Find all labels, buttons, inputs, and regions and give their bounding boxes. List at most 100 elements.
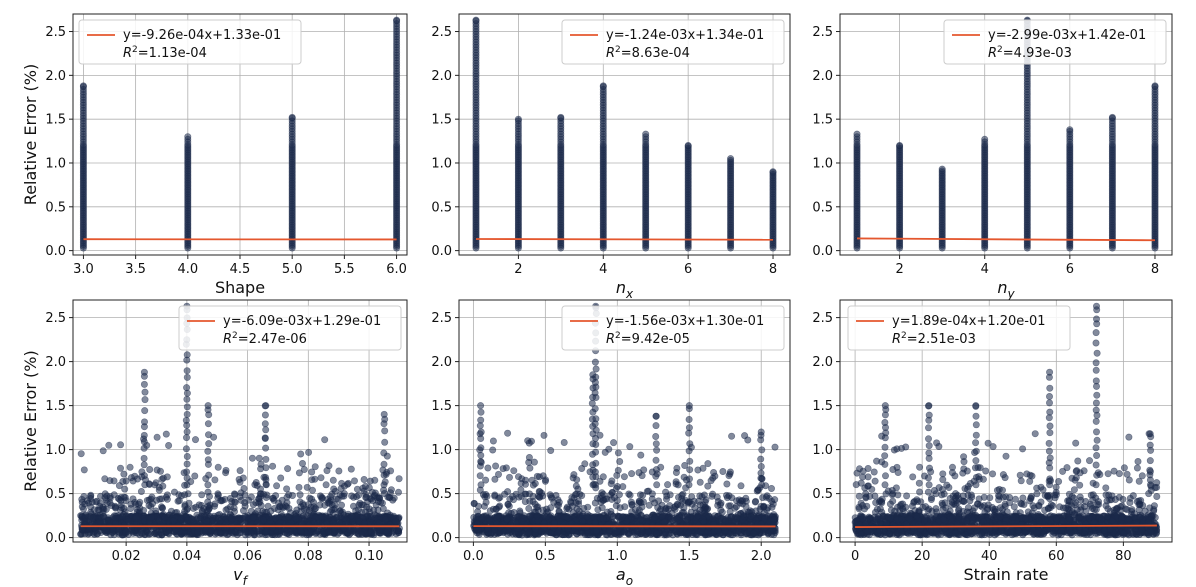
data-point [207, 526, 215, 534]
data-point [736, 499, 744, 507]
data-point [394, 527, 402, 535]
data-point [182, 416, 190, 424]
data-point [146, 465, 154, 473]
data-point [255, 454, 263, 462]
y-tick-label: 1.0 [431, 156, 452, 171]
data-point [288, 113, 296, 121]
fit-line [475, 238, 774, 241]
data-point [938, 165, 946, 173]
data-point [249, 501, 257, 509]
data-point [262, 455, 270, 463]
data-point [510, 467, 518, 475]
data-point [340, 514, 348, 522]
data-point [674, 501, 682, 509]
data-point [489, 446, 497, 454]
data-point [153, 433, 161, 441]
data-point [192, 436, 200, 444]
data-point [598, 504, 606, 512]
data-point [557, 113, 565, 121]
data-point [389, 496, 397, 504]
data-point [89, 514, 97, 522]
data-point [502, 464, 510, 472]
data-point [222, 523, 230, 531]
data-point [184, 133, 192, 141]
data-point [658, 501, 666, 509]
data-point [137, 487, 145, 495]
data-point [204, 488, 212, 496]
data-point [262, 528, 270, 536]
data-point [79, 82, 87, 90]
data-point [626, 443, 634, 451]
data-point [494, 470, 502, 478]
data-point [141, 407, 149, 415]
data-point [296, 526, 304, 534]
data-point [678, 491, 686, 499]
data-point [382, 529, 390, 537]
data-point [211, 476, 219, 484]
data-point [255, 495, 263, 503]
data-point [504, 429, 512, 437]
data-point [204, 502, 212, 510]
data-point [380, 410, 388, 418]
legend-r2: R2=8.63e-04 [606, 45, 690, 61]
data-point [205, 440, 213, 448]
data-point [347, 512, 355, 520]
data-point [149, 500, 157, 508]
data-point [214, 491, 222, 499]
data-point [521, 498, 529, 506]
data-point [192, 503, 200, 511]
data-point [78, 503, 86, 511]
data-point [140, 431, 148, 439]
x-tick-label: 3.0 [73, 262, 94, 277]
legend-box [178, 305, 402, 351]
data-point [392, 518, 400, 526]
data-point [637, 451, 645, 459]
data-point [250, 513, 258, 521]
data-point [276, 503, 284, 511]
x-tick-label: 6 [684, 262, 692, 277]
data-point [159, 504, 167, 512]
data-point [621, 503, 629, 511]
data-point [296, 491, 304, 499]
data-point [198, 507, 206, 515]
data-point [257, 460, 265, 468]
data-point [381, 516, 389, 524]
data-point [495, 494, 503, 502]
data-point [470, 500, 478, 508]
legend-box [78, 19, 302, 65]
data-point [226, 494, 234, 502]
data-point [183, 410, 191, 418]
data-point [237, 496, 245, 504]
data-point [662, 495, 670, 503]
data-point [148, 513, 156, 521]
data-point [714, 501, 722, 509]
x-tick-label: 4.5 [230, 262, 251, 277]
data-point [311, 463, 319, 471]
data-point [505, 473, 513, 481]
x-tick-label: 8 [1151, 262, 1159, 277]
data-point [217, 497, 225, 505]
data-point [642, 130, 650, 138]
data-point [548, 494, 556, 502]
y-tick-label: 2.0 [45, 355, 66, 370]
data-point [395, 475, 403, 483]
x-tick-label: 0.06 [233, 549, 262, 564]
data-point [380, 471, 388, 479]
data-point [596, 495, 604, 503]
data-point [375, 494, 383, 502]
data-point [205, 471, 213, 479]
scatter-points [79, 16, 401, 252]
data-point [362, 493, 370, 501]
data-point [105, 441, 113, 449]
data-point [599, 82, 607, 90]
data-point [635, 469, 643, 477]
y-tick-label: 1.0 [45, 443, 66, 458]
data-point [674, 481, 682, 489]
panel-1: 3.0 3.5 4.0 4.5 5.0 5.5 6.00.00.51.01.52.02.5S… [21, 13, 408, 297]
data-point [204, 402, 212, 410]
x-tick-label: 0.04 [172, 549, 201, 564]
x-tick-label: 0.08 [294, 549, 323, 564]
data-point [530, 458, 538, 466]
panel-3: 2 4 6 80.00.51.01.52.02.5nyy=-2.99e-03x+1.4… [812, 13, 1173, 301]
data-point [360, 487, 368, 495]
